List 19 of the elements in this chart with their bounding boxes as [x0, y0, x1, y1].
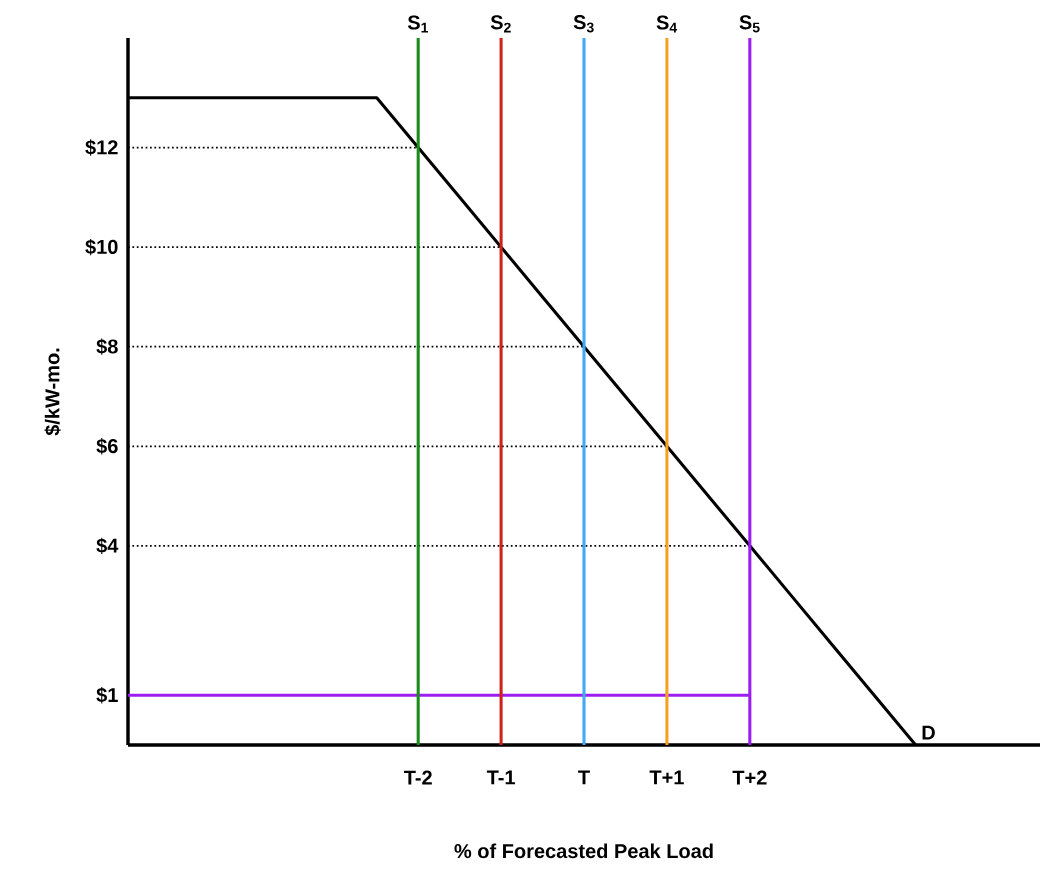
y-tick-label: $8	[96, 338, 118, 355]
x-tick-label: T-2	[403, 770, 432, 785]
ref-line-label: S$_{3}$	[573, 15, 594, 33]
y-tick-label: $12	[85, 139, 118, 156]
y-tick-label: $10	[85, 238, 118, 256]
ref-line-label: S$_{1}$	[407, 15, 429, 33]
y-tick-label: $4	[96, 537, 119, 555]
y-tick-label: $6	[96, 438, 118, 455]
x-axis-title: % of Forecasted Peak Load	[454, 843, 713, 859]
x-tick-label: T+1	[649, 770, 684, 785]
x-tick-label: T+2	[732, 770, 767, 785]
ref-line-label: S$_{4}$	[656, 15, 678, 33]
y-tick-label: $1	[96, 687, 118, 704]
y-axis-title: $/kW-mo.	[44, 348, 61, 436]
ref-line-label: S$_{2}$	[490, 15, 511, 33]
series-label: D	[922, 725, 935, 740]
x-tick-label: T-1	[486, 770, 515, 785]
ref-line-label: S$_{5}$	[739, 15, 760, 33]
x-tick-label: T	[578, 770, 590, 785]
